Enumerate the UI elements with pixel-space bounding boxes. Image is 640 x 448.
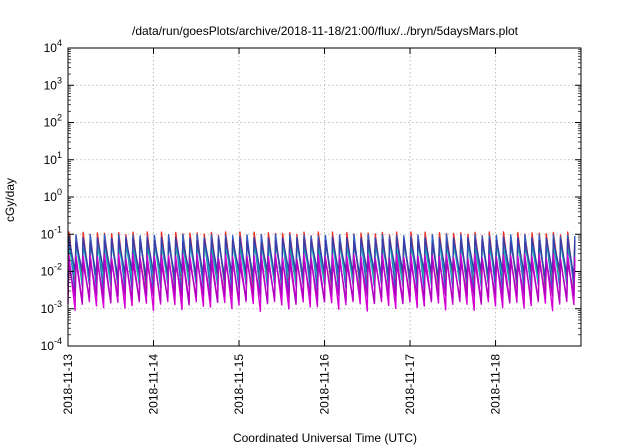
x-tick-label: 2018-11-17 — [403, 354, 417, 415]
y-tick-label: 10-4 — [41, 336, 62, 353]
x-axis: 2018-11-13 2018-11-14 2018-11-15 2018-11-16… — [61, 48, 503, 415]
y-tick-label: 101 — [44, 150, 62, 167]
x-tick-label: 2018-11-13 — [61, 354, 75, 415]
series-line — [67, 242, 576, 286]
y-tick-label: 10-1 — [41, 224, 62, 241]
x-tick-label: 2018-11-18 — [489, 354, 503, 415]
series-line — [67, 237, 576, 282]
x-axis-label: Coordinated Universal Time (UTC) — [233, 431, 417, 445]
y-tick-label: 100 — [44, 187, 62, 204]
y-tick-label: 103 — [44, 75, 62, 92]
x-tick-label: 2018-11-14 — [147, 354, 161, 415]
x-tick-label: 2018-11-15 — [232, 354, 246, 415]
series-layer — [67, 231, 576, 313]
y-tick-label: 10-2 — [41, 262, 62, 279]
chart-title: /data/run/goesPlots/archive/2018-11-18/2… — [132, 24, 519, 38]
x-tick-label: 2018-11-16 — [318, 354, 332, 415]
series-line — [67, 259, 576, 306]
y-tick-label: 10-3 — [41, 299, 62, 316]
y-axis-label: cGy/day — [3, 178, 17, 222]
y-tick-label: 102 — [44, 113, 62, 130]
y-tick-label: 104 — [44, 38, 62, 55]
